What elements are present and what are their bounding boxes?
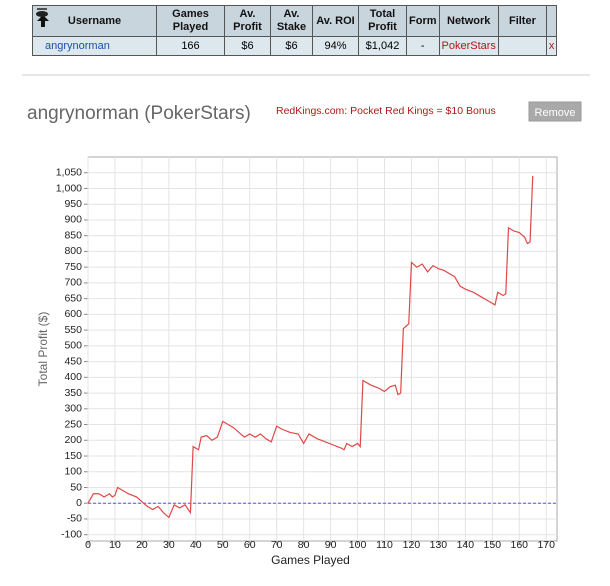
table-cell: $1,042 <box>358 36 407 56</box>
filter-cell[interactable] <box>497 36 547 56</box>
x-tick-label: 160 <box>510 539 528 551</box>
x-tick-label: 80 <box>298 539 310 551</box>
table-row: angrynorman 166 $6 $6 94% $1,042- PokerStars x <box>32 7 558 56</box>
profit-line <box>87 175 534 519</box>
header-row: Username Games Played Av. Profit Av. Stake A… <box>32 5 558 37</box>
y-tick-label: 1,050 <box>56 167 82 179</box>
x-tick-label: 130 <box>430 539 448 551</box>
x-axis-label: Games Played <box>271 553 350 567</box>
table-cell[interactable]: angrynorman <box>32 7 157 56</box>
y-tick-label: 300 <box>64 403 82 415</box>
table-cell: - <box>406 36 440 56</box>
y-tick-label: 500 <box>64 340 82 352</box>
x-tick-label: 110 <box>376 539 393 551</box>
x-tick-label: 170 <box>537 539 555 551</box>
table-cell: PokerStars <box>438 36 499 56</box>
x-tick-label: 150 <box>484 539 502 551</box>
y-tick-label: 900 <box>64 214 82 226</box>
table-body: angrynorman 166 $6 $6 94% $1,042- PokerStars x <box>32 7 558 56</box>
table-cell: $6 <box>270 36 313 56</box>
column-header[interactable]: Username <box>32 5 157 37</box>
x-tick-label: 40 <box>190 539 202 551</box>
table-cell: 94% <box>312 36 359 56</box>
y-tick-label: 750 <box>64 261 82 273</box>
column-header[interactable]: Games Played <box>156 5 225 37</box>
column-header[interactable]: Total Profit <box>358 5 407 37</box>
x-tick-label: 140 <box>457 539 475 551</box>
y-tick-label: 600 <box>64 308 82 320</box>
y-tick-label: 850 <box>64 229 82 241</box>
x-tick-label: 0 <box>85 539 91 551</box>
y-tick-label: 50 <box>70 481 82 493</box>
sort-arrow[interactable] <box>37 15 49 27</box>
stats-table: Username Games Played Av. Profit Av. Stake A… <box>32 5 558 56</box>
y-tick-label: 1,000 <box>56 182 82 194</box>
x-tick-label: 90 <box>325 539 337 551</box>
y-tick-label: 200 <box>64 434 82 446</box>
remove-button[interactable] <box>528 101 582 122</box>
y-axis-label: Total Profit ($) <box>36 312 50 387</box>
profile-title: angrynorman (PokerStars) <box>27 103 251 124</box>
y-tick-label: 450 <box>64 355 82 367</box>
x-tick-label: 30 <box>163 539 175 551</box>
column-header[interactable]: Form <box>406 5 440 37</box>
x-tick-label: 10 <box>109 539 121 551</box>
y-tick-label: 250 <box>64 418 82 430</box>
y-tick-label: -100 <box>61 528 82 540</box>
remove-button-label[interactable]: Remove <box>535 107 576 119</box>
x-tick-label: 120 <box>403 539 421 551</box>
column-header[interactable]: Filter <box>497 5 547 37</box>
y-tick-label: 150 <box>64 450 82 462</box>
column-header-text[interactable]: Username <box>67 14 122 27</box>
plot-area <box>87 156 558 542</box>
promo-link[interactable]: RedKings.com: Pocket Red Kings = $10 Bon… <box>276 105 496 117</box>
column-header[interactable]: Network <box>438 5 499 37</box>
y-tick-label: 650 <box>64 292 82 304</box>
column-header[interactable]: Av. ROI <box>312 5 359 37</box>
x-tick-label: 50 <box>217 539 229 551</box>
y-tick-label: 700 <box>64 277 82 289</box>
column-header[interactable]: Av. Stake <box>270 5 313 37</box>
y-tick-label: 400 <box>64 371 82 383</box>
y-tick-label: 100 <box>64 466 82 478</box>
y-tick-label: -50 <box>67 513 82 525</box>
x-tick-label: 70 <box>271 539 283 551</box>
blank-header <box>545 5 558 37</box>
y-tick-label: 350 <box>64 387 82 399</box>
table-cell: 166 <box>156 36 225 56</box>
x-tick-label: 20 <box>136 539 148 551</box>
remove-row[interactable]: x <box>545 36 558 56</box>
x-tick-label: 100 <box>349 539 367 551</box>
table-cell: $6 <box>224 36 271 56</box>
y-tick-label: 800 <box>64 245 82 257</box>
chart: -100-50050100150200250300350400450500550… <box>36 156 558 567</box>
column-header[interactable]: Av. Profit <box>224 5 271 37</box>
y-tick-label: 550 <box>64 324 82 336</box>
y-tick-label: 0 <box>76 497 82 509</box>
y-tick-label: 950 <box>64 198 82 210</box>
x-tick-label: 60 <box>244 539 256 551</box>
